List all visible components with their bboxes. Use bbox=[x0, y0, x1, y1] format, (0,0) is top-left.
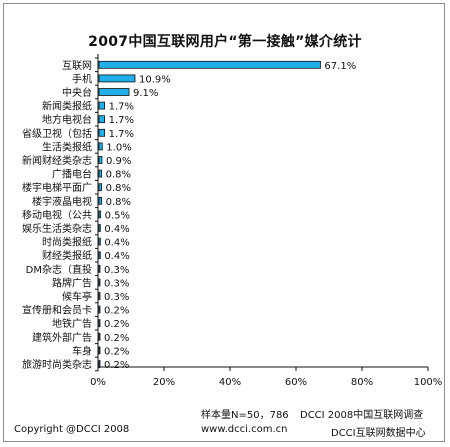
x-tick-label: 0% bbox=[90, 377, 106, 388]
value-label: 0.9% bbox=[106, 156, 131, 167]
bar bbox=[98, 237, 101, 246]
category-label: 路牌广告 bbox=[52, 276, 92, 289]
category-label: 旅游时尚类杂志 bbox=[22, 358, 92, 371]
bar bbox=[98, 60, 321, 69]
value-label: 0.3% bbox=[104, 278, 129, 289]
value-label: 10.9% bbox=[139, 74, 171, 85]
category-label: 手机 bbox=[72, 72, 92, 85]
bar bbox=[98, 278, 101, 287]
value-label: 0.2% bbox=[104, 306, 129, 317]
value-label: 1.7% bbox=[109, 115, 134, 126]
bar bbox=[98, 210, 102, 219]
category-label: 楼宇液晶电视 bbox=[32, 195, 92, 208]
category-label: 广播电台 bbox=[52, 168, 92, 181]
value-label: 0.4% bbox=[104, 224, 129, 235]
bar bbox=[98, 88, 130, 96]
value-label: 0.3% bbox=[104, 292, 129, 303]
category-label: 娱乐生活类杂志 bbox=[22, 222, 92, 235]
bar bbox=[98, 224, 101, 232]
value-label: 0.2% bbox=[104, 360, 129, 371]
copyright-note: Copyright @DCCI 2008 bbox=[14, 424, 130, 435]
category-label: 车身 bbox=[72, 344, 92, 357]
website-url: www.dcci.com.cn bbox=[201, 424, 288, 435]
chart-frame bbox=[3, 3, 445, 442]
chart-title: 2007中国互联网用户“第一接触”媒介统计 bbox=[88, 34, 362, 50]
category-label: 候车亭 bbox=[62, 290, 92, 303]
bar bbox=[98, 196, 103, 205]
x-tick-label: 20% bbox=[153, 377, 175, 388]
bar bbox=[98, 319, 101, 328]
value-label: 9.1% bbox=[133, 88, 158, 99]
x-tick-label: 80% bbox=[351, 377, 373, 388]
category-label: 建筑外部广告 bbox=[32, 331, 92, 344]
category-label: 移动电视（公共 bbox=[22, 208, 92, 221]
bar bbox=[98, 101, 106, 110]
category-label: 省级卫视（包括 bbox=[22, 127, 92, 140]
category-label: 中央台 bbox=[62, 86, 92, 99]
x-tick-label: 60% bbox=[285, 377, 307, 388]
value-label: 1.7% bbox=[109, 102, 134, 113]
value-label: 0.8% bbox=[106, 183, 131, 194]
bar bbox=[98, 305, 101, 314]
value-label: 1.0% bbox=[106, 142, 131, 153]
bar bbox=[98, 128, 106, 137]
x-tick-label: 100% bbox=[414, 377, 443, 388]
category-label: 楼宇电梯平面广 bbox=[22, 181, 92, 194]
sample-size-note: 样本量N=50，786 bbox=[201, 410, 289, 421]
data-center-name: DCCI互联网数据中心 bbox=[331, 428, 426, 439]
bar bbox=[98, 169, 103, 178]
category-label: 宣传册和会员卡 bbox=[22, 304, 92, 317]
category-label: 互联网 bbox=[62, 60, 92, 72]
bar bbox=[98, 156, 103, 164]
value-label: 0.5% bbox=[105, 210, 130, 221]
value-label: 0.2% bbox=[104, 346, 129, 357]
value-label: 0.4% bbox=[104, 238, 129, 249]
value-label: 0.8% bbox=[106, 170, 131, 181]
value-label: 0.3% bbox=[104, 265, 129, 276]
bar bbox=[98, 142, 103, 151]
bar bbox=[98, 183, 103, 192]
category-label: 时尚类报纸 bbox=[42, 236, 92, 249]
category-label: 地方电视台 bbox=[42, 113, 92, 126]
value-label: 0.4% bbox=[104, 251, 129, 262]
category-label: 生活类报纸 bbox=[42, 140, 92, 153]
category-label: 新闻类报纸 bbox=[42, 100, 92, 113]
bar bbox=[98, 332, 101, 341]
bar bbox=[98, 346, 101, 355]
bar bbox=[98, 264, 101, 273]
category-label: DM杂志（直投 bbox=[26, 263, 92, 276]
category-label: 新闻财经类杂志 bbox=[22, 154, 92, 167]
category-label: 地铁广告 bbox=[52, 317, 92, 330]
value-label: 1.7% bbox=[109, 129, 134, 140]
bar bbox=[98, 74, 136, 83]
value-label: 0.2% bbox=[104, 333, 129, 344]
value-label: 0.2% bbox=[104, 319, 129, 330]
bar bbox=[98, 360, 101, 368]
bar bbox=[98, 292, 101, 300]
category-label: 财经类报纸 bbox=[42, 249, 92, 262]
value-label: 0.8% bbox=[106, 197, 131, 208]
value-label: 67.1% bbox=[324, 61, 356, 72]
bar bbox=[98, 115, 106, 124]
bar bbox=[98, 251, 101, 260]
survey-source-note: DCCI 2008中国互联网调查 bbox=[300, 410, 424, 421]
x-tick-label: 40% bbox=[219, 377, 241, 388]
